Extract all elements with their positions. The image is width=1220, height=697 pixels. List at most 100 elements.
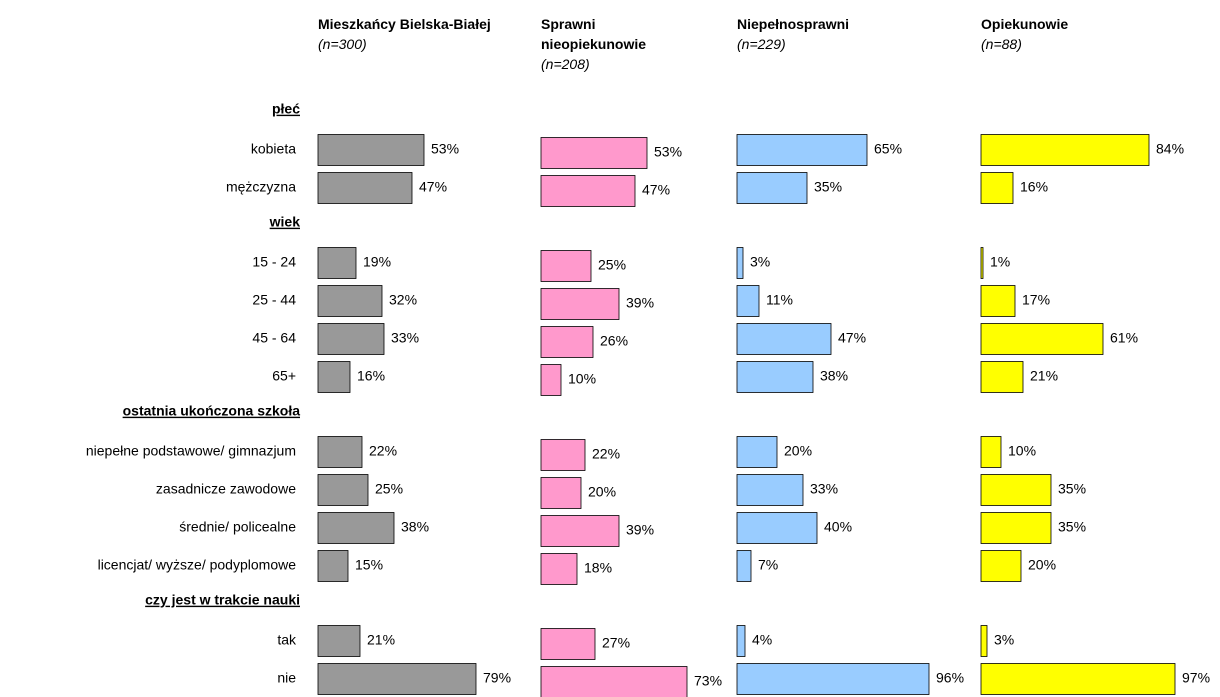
bar — [540, 666, 688, 697]
value-label: 3% — [994, 632, 1014, 648]
value-label: 19% — [363, 254, 391, 270]
value-label: 22% — [369, 443, 397, 459]
bar — [540, 326, 594, 358]
bar — [736, 550, 752, 582]
value-label: 10% — [568, 371, 596, 387]
bar — [317, 172, 413, 204]
bar — [980, 172, 1014, 204]
bar — [317, 134, 425, 166]
value-label: 33% — [810, 481, 838, 497]
value-label: 25% — [375, 481, 403, 497]
value-label: 40% — [824, 519, 852, 535]
value-label: 10% — [1008, 443, 1036, 459]
bar — [540, 628, 596, 660]
group-header: czy jest w trakcie nauki — [145, 592, 300, 608]
bar — [317, 625, 361, 657]
value-label: 73% — [694, 673, 722, 689]
row-label: średnie/ policealne — [179, 519, 296, 535]
row-label: niepełne podstawowe/ gimnazjum — [86, 443, 296, 459]
column-header: Mieszkańcy Bielska-Białej (n=300) — [318, 14, 513, 54]
value-label: 15% — [355, 557, 383, 573]
bar — [317, 663, 477, 695]
bar — [540, 439, 586, 471]
value-label: 47% — [642, 182, 670, 198]
bar — [736, 436, 778, 468]
bar — [540, 477, 582, 509]
value-label: 20% — [588, 484, 616, 500]
row-label: tak — [277, 632, 297, 648]
bar — [317, 323, 385, 355]
value-label: 65% — [874, 141, 902, 157]
series-name: Sprawni nieopiekunowie — [541, 16, 647, 52]
value-label: 84% — [1156, 141, 1184, 157]
bar — [736, 247, 744, 279]
bar — [736, 512, 818, 544]
bar — [317, 550, 349, 582]
row-label: 65+ — [272, 368, 296, 384]
value-label: 39% — [626, 522, 654, 538]
series-name: Mieszkańcy Bielska-Białej — [318, 16, 491, 32]
bar — [980, 550, 1022, 582]
value-label: 21% — [367, 632, 395, 648]
bar — [317, 512, 395, 544]
value-label: 1% — [990, 254, 1010, 270]
value-label: 32% — [389, 292, 417, 308]
bar — [317, 436, 363, 468]
bar — [317, 474, 369, 506]
bar — [540, 288, 620, 320]
value-label: 11% — [766, 292, 793, 308]
sample-size: (n=88) — [981, 36, 1022, 52]
group-header: wiek — [269, 214, 301, 230]
value-label: 21% — [1030, 368, 1058, 384]
sample-size: (n=229) — [737, 36, 786, 52]
value-label: 33% — [391, 330, 419, 346]
value-label: 16% — [357, 368, 385, 384]
value-label: 53% — [654, 144, 682, 160]
row-label: mężczyzna — [226, 179, 296, 195]
bar — [540, 250, 592, 282]
value-label: 35% — [1058, 519, 1086, 535]
bar — [980, 285, 1016, 317]
value-label: 26% — [600, 333, 628, 349]
bar — [736, 323, 832, 355]
bar — [540, 175, 636, 207]
sample-size: (n=300) — [318, 36, 367, 52]
bar — [736, 663, 930, 695]
value-label: 20% — [1028, 557, 1056, 573]
bar — [736, 625, 746, 657]
series-name: Opiekunowie — [981, 16, 1069, 32]
series-name: Niepełnosprawni — [737, 16, 850, 32]
bar — [980, 663, 1176, 695]
group-header: płeć — [272, 101, 300, 117]
bar — [980, 436, 1002, 468]
column-header: Sprawni nieopiekunowie (n=208) — [541, 14, 691, 74]
bar — [980, 512, 1052, 544]
bar — [736, 134, 868, 166]
row-label: 45 - 64 — [252, 330, 296, 346]
bar — [736, 474, 804, 506]
value-label: 4% — [752, 632, 772, 648]
bar — [317, 285, 383, 317]
value-label: 7% — [758, 557, 778, 573]
bar — [736, 361, 814, 393]
sample-size: (n=208) — [541, 56, 590, 72]
value-label: 38% — [401, 519, 429, 535]
value-label: 47% — [419, 179, 447, 195]
row-label: kobieta — [251, 141, 296, 157]
bar — [317, 247, 357, 279]
bar — [317, 361, 351, 393]
row-label: licencjat/ wyższe/ podyplomowe — [98, 557, 297, 573]
column-header: Opiekunowie (n=88) — [981, 14, 1101, 54]
bar — [540, 137, 648, 169]
bar — [540, 364, 562, 396]
value-label: 39% — [626, 295, 654, 311]
group-header: ostatnia ukończona szkoła — [123, 403, 301, 419]
bar — [980, 625, 988, 657]
bar — [540, 553, 578, 585]
value-label: 79% — [483, 670, 511, 686]
row-label: 15 - 24 — [252, 254, 296, 270]
bar — [980, 134, 1150, 166]
row-label: nie — [277, 670, 296, 686]
